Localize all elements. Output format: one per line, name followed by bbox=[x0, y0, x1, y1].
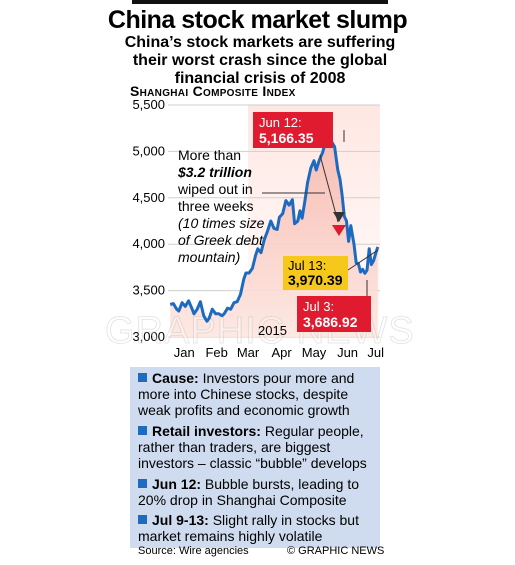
crash-arrow-icon bbox=[332, 225, 346, 236]
note-line: $3.2 trillion bbox=[177, 164, 252, 180]
y-tick-label: 5,500 bbox=[132, 97, 165, 112]
note-line: More than bbox=[178, 147, 241, 163]
info-box-cause: Cause: Investors pour more and more into… bbox=[130, 367, 380, 422]
low-value: 3,686.92 bbox=[303, 314, 358, 330]
note-line: (10 times size bbox=[178, 215, 265, 231]
x-tick-label: Jun bbox=[337, 345, 358, 360]
rally-label: Jul 13: bbox=[288, 258, 326, 273]
year-label: 2015 bbox=[258, 323, 287, 338]
info-box-retail: Retail investors: Regular people, rather… bbox=[130, 420, 380, 475]
x-tick-label: Mar bbox=[237, 345, 260, 360]
crash-leader bbox=[319, 154, 339, 223]
x-tick-label: Feb bbox=[205, 345, 227, 360]
peak-label: Jun 12: bbox=[259, 115, 302, 130]
rally-leader bbox=[347, 249, 379, 271]
y-tick-label: 3,000 bbox=[132, 329, 165, 344]
page-title: China stock market slump bbox=[107, 6, 408, 34]
page-subtitle: China’s stock markets are suffering thei… bbox=[124, 34, 396, 87]
source-note: Source: Wire agencies bbox=[138, 545, 249, 557]
peak-callout bbox=[253, 112, 333, 148]
x-tick-labels: Jan Feb Mar Apr May Jun Jul bbox=[174, 345, 384, 360]
note-line: of Greek debt bbox=[178, 232, 264, 248]
x-tick-label: Jul bbox=[367, 345, 384, 360]
y-tick-labels: 5,500 5,000 4,500 4,000 3,500 3,000 bbox=[132, 97, 165, 344]
info-text: Regular people, rather than traders, are… bbox=[138, 423, 367, 471]
info-bold: Cause: bbox=[152, 370, 199, 386]
x-tick-label: Jan bbox=[174, 345, 195, 360]
info-box-jun12: Jun 12: Bubble bursts, leading to 20% dr… bbox=[130, 473, 380, 512]
copyright: © GRAPHIC NEWS bbox=[287, 545, 385, 557]
note-line: mountain) bbox=[178, 249, 240, 265]
series-line bbox=[169, 134, 380, 323]
info-bold: Jul 9-13: bbox=[152, 512, 209, 528]
crash-marker-icon bbox=[333, 212, 345, 222]
bullet-square-icon bbox=[138, 479, 147, 488]
info-box-jul: Jul 9-13: Slight rally in stocks but mar… bbox=[130, 509, 380, 548]
note-line: three weeks bbox=[178, 198, 253, 214]
y-tick-label: 4,000 bbox=[132, 236, 165, 251]
top-rule bbox=[132, 0, 388, 4]
info-bold: Retail investors: bbox=[152, 423, 261, 439]
low-label: Jul 3: bbox=[303, 299, 334, 314]
x-tick-label: Apr bbox=[271, 345, 292, 360]
chart-title: Shanghai Composite Index bbox=[130, 83, 296, 99]
y-tick-label: 3,500 bbox=[132, 283, 165, 298]
info-bold: Jun 12: bbox=[152, 476, 202, 492]
y-tick-label: 4,500 bbox=[132, 190, 165, 205]
info-text: Investors pour more and more into Chines… bbox=[138, 370, 355, 418]
bullet-square-icon bbox=[138, 426, 147, 435]
info-text: Bubble bursts, leading to 20% drop in Sh… bbox=[138, 476, 360, 508]
note-line: wiped out in bbox=[177, 181, 253, 197]
peak-value: 5,166.35 bbox=[259, 130, 314, 146]
rally-value: 3,970.39 bbox=[288, 272, 343, 288]
bullet-square-icon bbox=[138, 515, 147, 524]
info-text: Slight rally in stocks but market remain… bbox=[138, 512, 359, 544]
bullet-square-icon bbox=[138, 373, 147, 382]
y-tick-label: 5,000 bbox=[132, 143, 165, 158]
low-callout bbox=[297, 296, 371, 332]
x-tick-label: May bbox=[302, 345, 327, 360]
rally-callout bbox=[283, 256, 348, 290]
